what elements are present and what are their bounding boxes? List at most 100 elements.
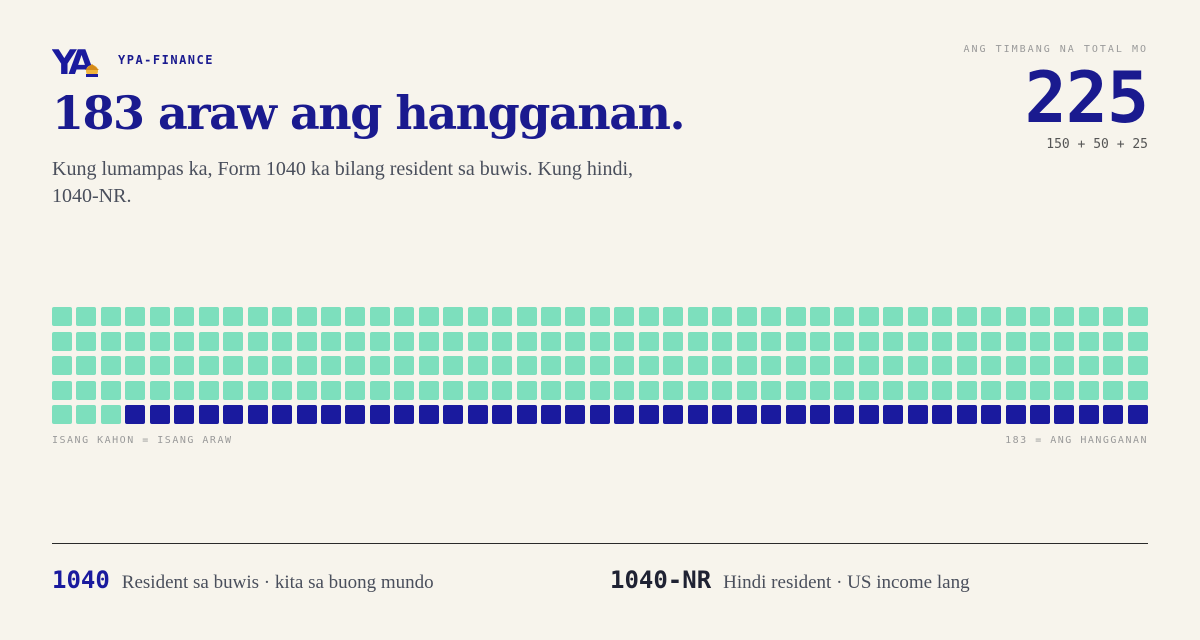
day-box [1103,331,1124,351]
day-box [125,331,146,351]
day-box [125,356,146,375]
day-box [761,331,782,351]
day-box [320,331,341,351]
day-box [394,356,415,375]
day-box [956,356,977,375]
day-box [149,331,170,351]
day-box [1005,307,1026,326]
day-box [320,307,341,326]
waffle-caption-left: ISANG KAHON = ISANG ARAW [52,435,233,446]
day-box [956,331,977,351]
day-box [663,356,684,375]
day-box [492,380,513,400]
day-box [687,331,708,351]
day-box-over-threshold [418,405,439,424]
day-box [52,356,72,375]
day-box [1054,307,1075,326]
day-box [467,331,488,351]
day-box-over-threshold [1078,405,1099,424]
day-box [394,380,415,400]
day-box [1054,356,1075,375]
day-box [712,356,733,375]
day-box [443,356,464,375]
day-box-over-threshold [516,405,537,424]
waffle-caption-right: 183 = ANG HANGGANAN [1005,435,1148,446]
day-box-over-threshold [1103,405,1124,424]
day-box [149,356,170,375]
day-box [272,331,293,351]
day-box [345,380,366,400]
day-box [736,356,757,375]
day-box [687,356,708,375]
day-box-over-threshold [1054,405,1075,424]
day-box [52,307,72,326]
day-box [76,405,97,424]
day-box-over-threshold [589,405,610,424]
day-box [858,380,879,400]
day-box [834,356,855,375]
day-box [223,331,244,351]
day-box [1005,380,1026,400]
day-box [638,307,659,326]
day-box [614,307,635,326]
day-box [1103,307,1124,326]
day-box [565,356,586,375]
legend-code: 1040-NR [610,566,712,594]
day-box-over-threshold [1030,405,1050,424]
day-box [467,380,488,400]
day-box [858,356,879,375]
day-box [174,356,195,375]
day-box [1127,307,1148,326]
day-box [100,405,121,424]
day-box [541,331,561,351]
day-box [76,307,97,326]
day-box [932,331,953,351]
day-box-over-threshold [932,405,953,424]
day-box [883,331,904,351]
day-box [834,331,855,351]
day-box [1078,356,1099,375]
day-box [198,356,219,375]
day-box [467,356,488,375]
day-box [736,331,757,351]
day-box [834,307,855,326]
day-box [492,307,513,326]
day-box [296,307,317,326]
day-box [198,380,219,400]
day-box [565,331,586,351]
day-box [198,331,219,351]
day-box [100,307,121,326]
day-box [1005,356,1026,375]
day-box-over-threshold [614,405,635,424]
day-box [883,380,904,400]
day-box-over-threshold [663,405,684,424]
day-box-over-threshold [198,405,219,424]
day-box-over-threshold [687,405,708,424]
day-box-over-threshold [492,405,513,424]
day-box [589,307,610,326]
day-box [907,331,928,351]
day-box [785,380,806,400]
day-box [1078,380,1099,400]
day-box [223,380,244,400]
day-box [443,380,464,400]
day-box [858,331,879,351]
day-box [516,380,537,400]
day-box [687,380,708,400]
day-box-over-threshold [149,405,170,424]
day-box [907,356,928,375]
brand-name: YPA-FINANCE [118,53,214,67]
day-box [1030,331,1050,351]
day-box [272,380,293,400]
day-box [883,356,904,375]
day-box [981,356,1002,375]
day-box-over-threshold [858,405,879,424]
day-box [858,307,879,326]
total-label: ANG TIMBANG NA TOTAL MO [963,44,1148,55]
day-box-over-threshold [712,405,733,424]
day-box [663,331,684,351]
day-box [443,331,464,351]
day-box [932,380,953,400]
day-box-over-threshold [296,405,317,424]
day-box [174,380,195,400]
